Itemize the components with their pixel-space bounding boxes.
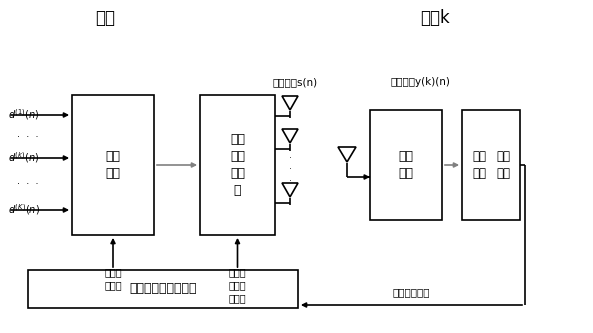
Text: 线性预编码矢量计算: 线性预编码矢量计算 [129,282,197,295]
Text: 功率分
配参数: 功率分 配参数 [104,267,122,290]
Bar [28,270,298,308]
Text: 信息
计算: 信息 计算 [497,150,511,180]
Text: 发送
方向
预编
码: 发送 方向 预编 码 [230,133,245,197]
Text: $d^{(1)}(n)$: $d^{(1)}(n)$ [8,108,40,123]
Bar [72,95,154,235]
Text: ·  ·  ·: · · · [17,179,39,189]
Text: 接收信号y(k)(n): 接收信号y(k)(n) [390,77,450,87]
Text: $d^{(K)}(n)$: $d^{(K)}(n)$ [8,202,40,217]
Text: ·
·
·: · · · [289,154,291,186]
Bar [200,95,275,235]
Text: ·  ·  ·: · · · [17,132,39,142]
Text: 功率
分配: 功率 分配 [106,150,120,180]
Bar [462,110,520,220]
Text: 发送信号s(n): 发送信号s(n) [272,77,318,87]
Text: 信道统计信息: 信道统计信息 [393,287,431,297]
Bar [370,110,442,220]
Text: 信道
估计: 信道 估计 [398,150,413,180]
Text: 发送方
向预编
码矢量: 发送方 向预编 码矢量 [229,267,246,303]
Text: 信道
统计: 信道 统计 [473,150,486,180]
Text: $d^{(k)}(n)$: $d^{(k)}(n)$ [8,151,40,166]
Text: 用户k: 用户k [420,9,450,27]
Text: 基站: 基站 [95,9,115,27]
